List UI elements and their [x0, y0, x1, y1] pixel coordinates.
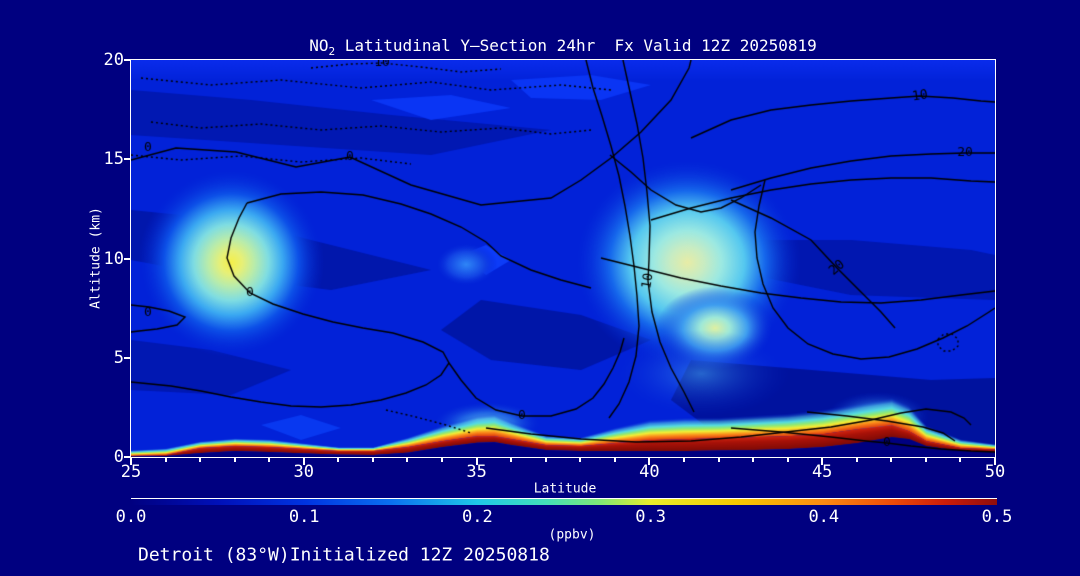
- x-minor-tick: [924, 458, 927, 462]
- title-species-subscript: 2: [328, 45, 336, 59]
- x-minor-tick: [544, 458, 547, 462]
- model-init-text: Detroit (83°W)Initialized 12Z 20250818: [138, 544, 550, 566]
- x-tick-label: 25: [120, 462, 142, 482]
- x-minor-tick: [717, 458, 720, 462]
- y-major-tick: [124, 158, 130, 161]
- x-major-tick: [130, 458, 132, 465]
- y-tick-label: 20: [103, 50, 124, 70]
- page-title: NO2 Latitudinal Y—Section 24hr Fx Valid …: [131, 36, 995, 58]
- colorbar-unit-label: (ppbv): [548, 527, 596, 543]
- colorbar-tick-label: 0.5: [981, 507, 1013, 527]
- x-minor-tick: [855, 458, 858, 462]
- x-tick-label: 40: [639, 462, 660, 482]
- plot-area: [130, 59, 996, 458]
- x-minor-tick: [682, 458, 685, 462]
- title-text: Latitudinal Y—Section 24hr Fx Valid 12Z …: [335, 36, 817, 55]
- x-minor-tick: [786, 458, 789, 462]
- colorbar-tick-label: 0.0: [115, 507, 147, 527]
- y-tick-label: 10: [103, 248, 124, 269]
- x-axis-label: Latitude: [533, 481, 597, 497]
- colorbar: [131, 498, 997, 505]
- x-minor-tick: [441, 458, 444, 462]
- x-minor-tick: [268, 458, 271, 462]
- title-species: NO: [309, 36, 329, 55]
- colorbar-tick-label: 0.2: [462, 507, 493, 527]
- x-minor-tick: [337, 458, 340, 462]
- x-major-tick: [648, 458, 651, 465]
- x-minor-tick: [579, 458, 582, 462]
- x-minor-tick: [752, 458, 755, 462]
- y-major-tick: [124, 356, 130, 359]
- contour-field-canvas: [131, 60, 995, 457]
- y-major-tick: [124, 456, 130, 458]
- x-major-tick: [821, 458, 824, 465]
- y-tick-label: 5: [113, 347, 124, 368]
- x-tick-label: 30: [293, 462, 315, 482]
- x-minor-tick: [199, 458, 202, 462]
- x-minor-tick: [164, 458, 167, 462]
- x-minor-tick: [959, 458, 962, 462]
- x-minor-tick: [406, 458, 409, 462]
- y-tick-label: 0: [113, 447, 124, 467]
- colorbar-tick-label: 0.4: [808, 507, 840, 527]
- x-minor-tick: [510, 458, 513, 462]
- x-major-tick: [302, 458, 305, 465]
- x-tick-label: 50: [984, 462, 1006, 482]
- x-major-tick: [475, 458, 478, 465]
- y-major-tick: [124, 59, 130, 61]
- x-minor-tick: [613, 458, 616, 462]
- colorbar-tick-label: 0.1: [288, 507, 320, 527]
- x-tick-label: 35: [466, 462, 487, 482]
- y-major-tick: [124, 257, 130, 260]
- x-tick-label: 45: [811, 462, 833, 482]
- x-major-tick: [994, 458, 996, 465]
- y-tick-label: 15: [103, 149, 124, 170]
- x-minor-tick: [371, 458, 374, 462]
- x-minor-tick: [233, 458, 236, 462]
- colorbar-tick-label: 0.3: [635, 507, 666, 527]
- x-minor-tick: [890, 458, 893, 462]
